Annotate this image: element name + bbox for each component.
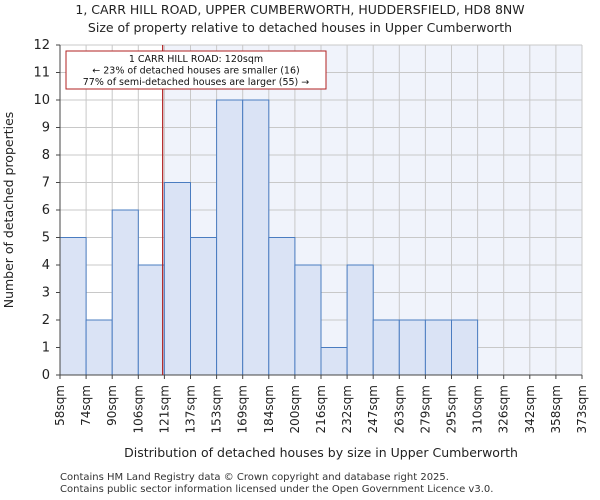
bar-263sqm <box>398 319 426 376</box>
x-tick-label-74sqm: 74sqm <box>79 385 93 426</box>
y-tick-label: 4 <box>42 258 50 273</box>
x-tick-label-121sqm: 121sqm <box>157 385 171 433</box>
x-tick-label-153sqm: 153sqm <box>210 385 224 433</box>
bar-137sqm <box>190 237 218 376</box>
y-tick-label: 7 <box>42 176 50 191</box>
annotation-line-3: 77% of semi-detached houses are larger (… <box>83 77 310 88</box>
x-tick-label-247sqm: 247sqm <box>366 385 380 433</box>
bar-169sqm <box>242 99 270 376</box>
footer-line-2: Contains public sector information licen… <box>60 484 494 495</box>
annotation-box <box>65 50 327 90</box>
footer-line-1: Contains HM Land Registry data © Crown c… <box>60 472 449 483</box>
bar-58sqm <box>59 237 87 376</box>
x-tick-label-342sqm: 342sqm <box>523 385 537 433</box>
x-tick-label-58sqm: 58sqm <box>53 385 67 426</box>
bar-184sqm <box>268 237 296 376</box>
x-tick-label-184sqm: 184sqm <box>262 385 276 433</box>
y-tick-label: 10 <box>33 93 50 108</box>
y-tick-label: 1 <box>42 341 50 356</box>
y-tick-label: 3 <box>42 286 50 301</box>
x-tick-label-216sqm: 216sqm <box>314 385 328 433</box>
x-tick-label-106sqm: 106sqm <box>131 385 145 433</box>
bar-295sqm <box>451 319 479 376</box>
y-tick-label: 8 <box>42 148 50 163</box>
x-tick-label-169sqm: 169sqm <box>236 385 250 433</box>
y-tick-label: 12 <box>33 38 50 53</box>
y-tick-label: 6 <box>42 203 50 218</box>
y-tick-label: 11 <box>33 66 50 81</box>
y-tick-label: 5 <box>42 231 50 246</box>
chart-subtitle: Size of property relative to detached ho… <box>87 20 513 35</box>
x-tick-label-373sqm: 373sqm <box>575 385 589 433</box>
x-tick-label-90sqm: 90sqm <box>105 385 119 426</box>
bar-90sqm <box>111 209 139 376</box>
bar-121sqm <box>163 182 191 376</box>
bar-153sqm <box>216 99 244 376</box>
bar-279sqm <box>424 319 452 376</box>
bar-247sqm <box>372 319 400 376</box>
x-tick-label-137sqm: 137sqm <box>184 385 198 433</box>
x-tick-label-279sqm: 279sqm <box>418 385 432 433</box>
bar-106sqm <box>137 264 165 376</box>
x-tick-label-232sqm: 232sqm <box>340 385 354 433</box>
x-tick-label-295sqm: 295sqm <box>445 385 459 433</box>
x-tick-label-358sqm: 358sqm <box>549 385 563 433</box>
y-tick-label: 2 <box>42 313 50 328</box>
y-tick-label: 9 <box>42 121 50 136</box>
chart-title: 1, CARR HILL ROAD, UPPER CUMBERWORTH, HU… <box>75 2 525 17</box>
x-tick-label-200sqm: 200sqm <box>288 385 302 433</box>
x-tick-label-326sqm: 326sqm <box>497 385 511 433</box>
annotation-line-2: ← 23% of detached houses are smaller (16… <box>92 66 299 77</box>
bar-216sqm <box>320 347 348 376</box>
y-tick-label: 0 <box>42 368 50 383</box>
x-tick-label-263sqm: 263sqm <box>392 385 406 433</box>
bar-74sqm <box>85 319 113 376</box>
annotation-line-1: 1 CARR HILL ROAD: 120sqm <box>129 54 263 65</box>
x-tick-label-310sqm: 310sqm <box>471 385 485 433</box>
bar-200sqm <box>294 264 322 376</box>
x-axis-title: Distribution of detached houses by size … <box>124 445 518 460</box>
y-axis-title: Number of detached properties <box>1 112 16 309</box>
bar-232sqm <box>346 264 374 376</box>
